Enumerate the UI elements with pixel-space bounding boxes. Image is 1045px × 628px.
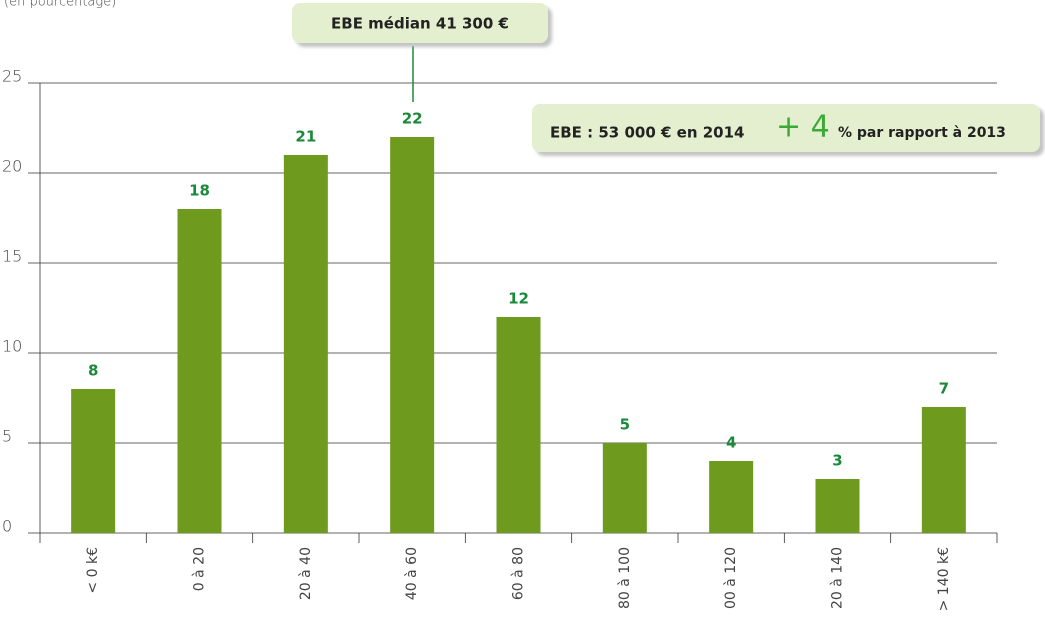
y-tick-label: 15 [2, 247, 22, 266]
value-label: 5 [620, 416, 630, 434]
value-label: 8 [88, 362, 98, 380]
change-value: + 4 [776, 110, 830, 145]
y-tick-label: 10 [2, 337, 22, 356]
value-label: 12 [508, 290, 529, 308]
bar [390, 137, 435, 533]
x-tick-label: 0 à 20 [192, 547, 208, 591]
value-label: 4 [726, 434, 736, 452]
subtitle: (en pourcentage) [4, 0, 116, 10]
summary-label: EBE : 53 000 € en 2014 [550, 124, 744, 142]
bar [283, 155, 328, 533]
y-tick-label: 0 [2, 517, 12, 536]
value-label: 22 [402, 110, 423, 128]
x-tick-label: < 0 k€ [85, 547, 101, 594]
x-tick-label: 20 à 40 [298, 547, 314, 600]
bar [602, 443, 647, 533]
x-tick-label: > 140 k€ [936, 547, 952, 611]
summary-box [532, 104, 1040, 152]
change-text: % par rapport à 2013 [838, 125, 1006, 141]
median-label: EBE médian 41 300 € [331, 15, 509, 33]
x-tick-label: 40 à 60 [404, 547, 420, 600]
x-tick-label: 60 à 80 [511, 547, 527, 600]
y-tick-label: 5 [2, 427, 12, 446]
value-label: 21 [295, 128, 316, 146]
x-tick-label: 20 à 140 [830, 547, 846, 609]
value-label: 18 [189, 182, 210, 200]
bar [709, 461, 754, 533]
median-box [292, 3, 548, 43]
y-tick-label: 20 [2, 157, 22, 176]
bar [921, 407, 966, 533]
value-label: 7 [939, 380, 949, 398]
x-tick-label: 80 à 100 [617, 547, 633, 609]
y-tick-label: 25 [2, 67, 22, 86]
bar [177, 209, 222, 533]
bar [496, 317, 541, 533]
x-tick-label: 00 à 120 [723, 547, 739, 609]
bar [71, 389, 116, 533]
value-label: 3 [832, 452, 842, 470]
bar [815, 479, 860, 533]
